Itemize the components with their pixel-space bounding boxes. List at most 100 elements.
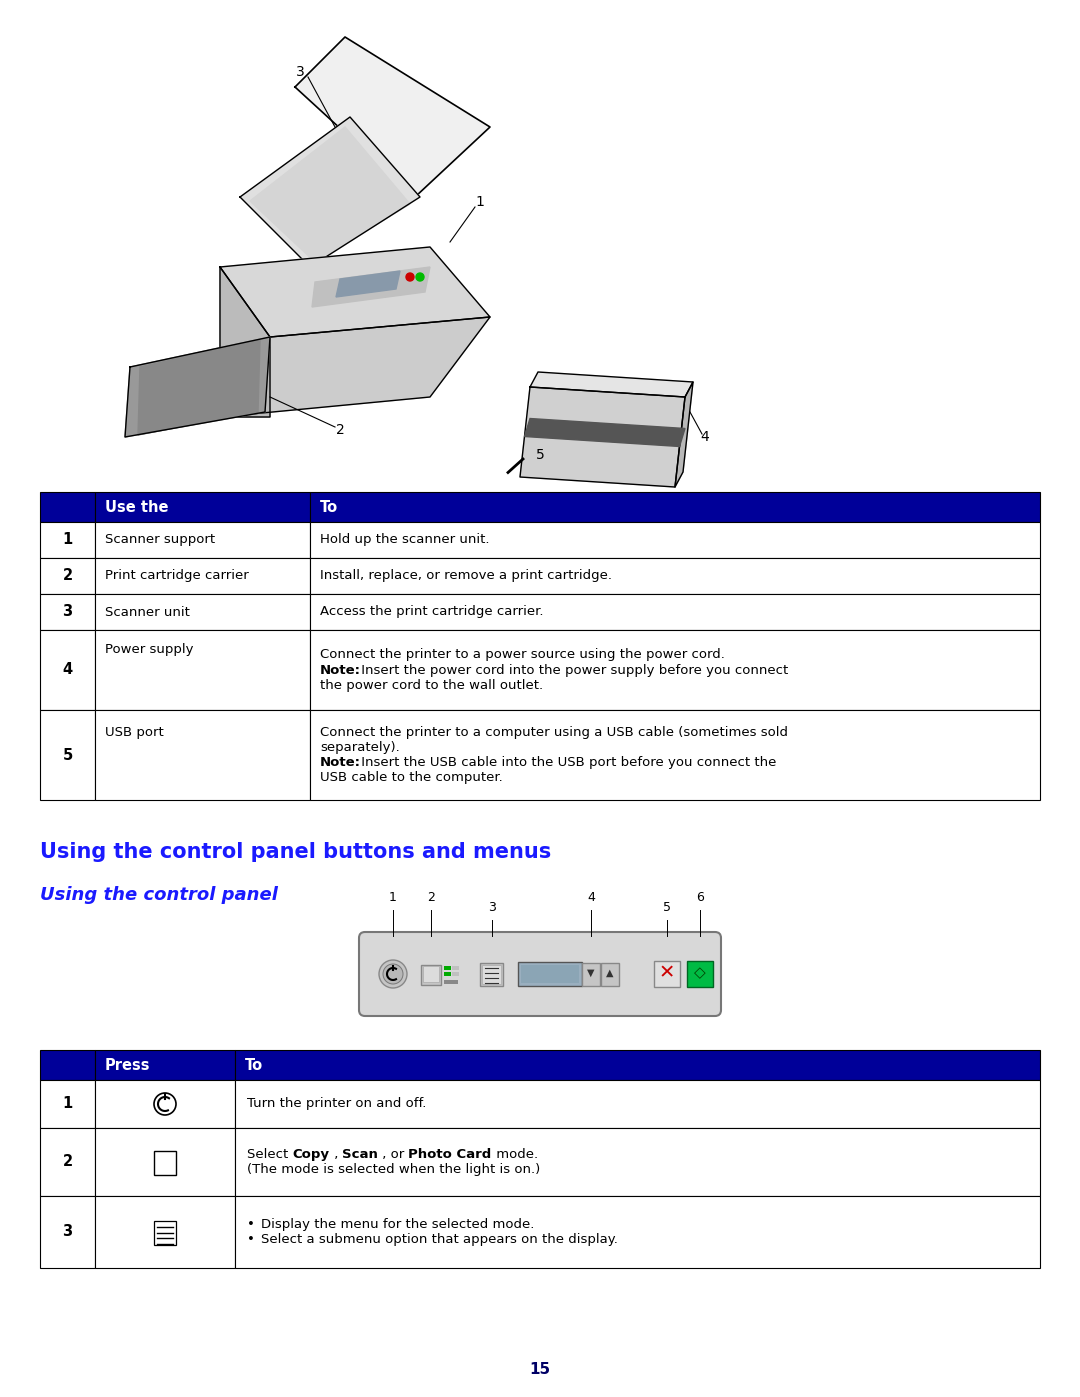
FancyBboxPatch shape <box>359 932 721 1016</box>
Text: •: • <box>247 1218 255 1231</box>
Text: Hold up the scanner unit.: Hold up the scanner unit. <box>320 534 489 546</box>
Text: ▼: ▼ <box>588 968 595 978</box>
Bar <box>600 963 619 986</box>
Text: 2: 2 <box>336 423 345 437</box>
Polygon shape <box>240 117 420 267</box>
Bar <box>310 522 1040 557</box>
Bar <box>95 710 310 800</box>
Bar <box>40 522 95 557</box>
Text: USB cable to the computer.: USB cable to the computer. <box>320 771 503 784</box>
Text: Use the: Use the <box>105 500 168 514</box>
Bar <box>235 1196 1040 1268</box>
Polygon shape <box>519 387 685 488</box>
Bar <box>444 972 451 977</box>
Bar <box>421 965 441 985</box>
Polygon shape <box>675 381 693 488</box>
Text: Connect the printer to a power source using the power cord.: Connect the printer to a power source us… <box>320 648 725 661</box>
Text: 4: 4 <box>63 662 72 678</box>
Text: ✕: ✕ <box>659 964 675 982</box>
Polygon shape <box>530 372 693 397</box>
Bar <box>154 1151 176 1175</box>
Circle shape <box>379 960 407 988</box>
Polygon shape <box>125 337 270 437</box>
Text: the power cord to the wall outlet.: the power cord to the wall outlet. <box>320 679 543 692</box>
Bar <box>95 557 310 594</box>
Text: Scanner unit: Scanner unit <box>105 605 190 619</box>
Text: Insert the power cord into the power supply before you connect: Insert the power cord into the power sup… <box>357 664 788 676</box>
Bar <box>95 492 310 522</box>
Text: To: To <box>320 500 338 514</box>
Bar <box>40 630 95 710</box>
Text: 2: 2 <box>63 569 72 584</box>
Bar <box>423 965 438 982</box>
Text: Scan: Scan <box>342 1148 378 1161</box>
Text: 6: 6 <box>697 891 704 904</box>
Text: 4: 4 <box>588 891 595 904</box>
Bar <box>518 963 582 986</box>
Bar <box>310 557 1040 594</box>
Text: Note:: Note: <box>320 664 361 676</box>
Text: 5: 5 <box>536 448 544 462</box>
Text: 5: 5 <box>663 901 671 914</box>
Polygon shape <box>525 419 685 447</box>
Polygon shape <box>220 267 270 416</box>
Bar <box>235 1051 1040 1080</box>
Bar <box>453 972 459 977</box>
Text: 1: 1 <box>475 196 485 210</box>
Text: 5: 5 <box>63 747 72 763</box>
Bar <box>95 1051 235 1080</box>
Polygon shape <box>295 36 490 197</box>
Circle shape <box>406 272 414 281</box>
Bar <box>40 710 95 800</box>
Text: 2: 2 <box>63 1154 72 1169</box>
Bar <box>154 1221 176 1245</box>
Bar <box>453 965 459 970</box>
Bar <box>235 1127 1040 1196</box>
Bar <box>444 965 451 970</box>
Bar <box>310 492 1040 522</box>
Text: (The mode is selected when the light is on.): (The mode is selected when the light is … <box>247 1164 540 1176</box>
Text: To: To <box>245 1058 264 1073</box>
Bar <box>310 630 1040 710</box>
Bar <box>310 594 1040 630</box>
Circle shape <box>416 272 424 281</box>
Text: Select: Select <box>247 1148 293 1161</box>
Text: ◇: ◇ <box>694 965 706 981</box>
Circle shape <box>383 964 403 983</box>
Text: Note:: Note: <box>320 756 361 770</box>
Bar <box>480 963 503 986</box>
Text: USB port: USB port <box>105 726 164 739</box>
Text: mode.: mode. <box>491 1148 538 1161</box>
Text: Connect the printer to a computer using a USB cable (sometimes sold: Connect the printer to a computer using … <box>320 725 788 739</box>
Text: 1: 1 <box>63 532 72 548</box>
Bar <box>95 594 310 630</box>
Bar <box>444 981 458 983</box>
Bar <box>95 1127 235 1196</box>
Bar <box>95 1196 235 1268</box>
Text: Using the control panel buttons and menus: Using the control panel buttons and menu… <box>40 842 551 862</box>
Polygon shape <box>138 339 260 434</box>
Bar <box>40 1127 95 1196</box>
Polygon shape <box>312 267 430 307</box>
Bar <box>235 1080 1040 1127</box>
Text: 3: 3 <box>296 66 305 80</box>
Text: , or: , or <box>378 1148 408 1161</box>
Text: separately).: separately). <box>320 740 400 754</box>
Text: 3: 3 <box>488 901 496 914</box>
Polygon shape <box>336 271 400 298</box>
Text: 2: 2 <box>427 891 435 904</box>
Text: Scanner support: Scanner support <box>105 534 215 546</box>
Polygon shape <box>249 127 410 263</box>
Bar <box>40 594 95 630</box>
Text: 1: 1 <box>389 891 397 904</box>
Text: 3: 3 <box>63 605 72 619</box>
Bar <box>40 557 95 594</box>
Text: Access the print cartridge carrier.: Access the print cartridge carrier. <box>320 605 543 619</box>
Text: 3: 3 <box>63 1225 72 1239</box>
Bar <box>310 710 1040 800</box>
Bar <box>654 961 680 988</box>
Text: Press: Press <box>105 1058 150 1073</box>
Text: Insert the USB cable into the USB port before you connect the: Insert the USB cable into the USB port b… <box>357 756 777 770</box>
Text: Photo Card: Photo Card <box>408 1148 491 1161</box>
Text: ▲: ▲ <box>606 968 613 978</box>
